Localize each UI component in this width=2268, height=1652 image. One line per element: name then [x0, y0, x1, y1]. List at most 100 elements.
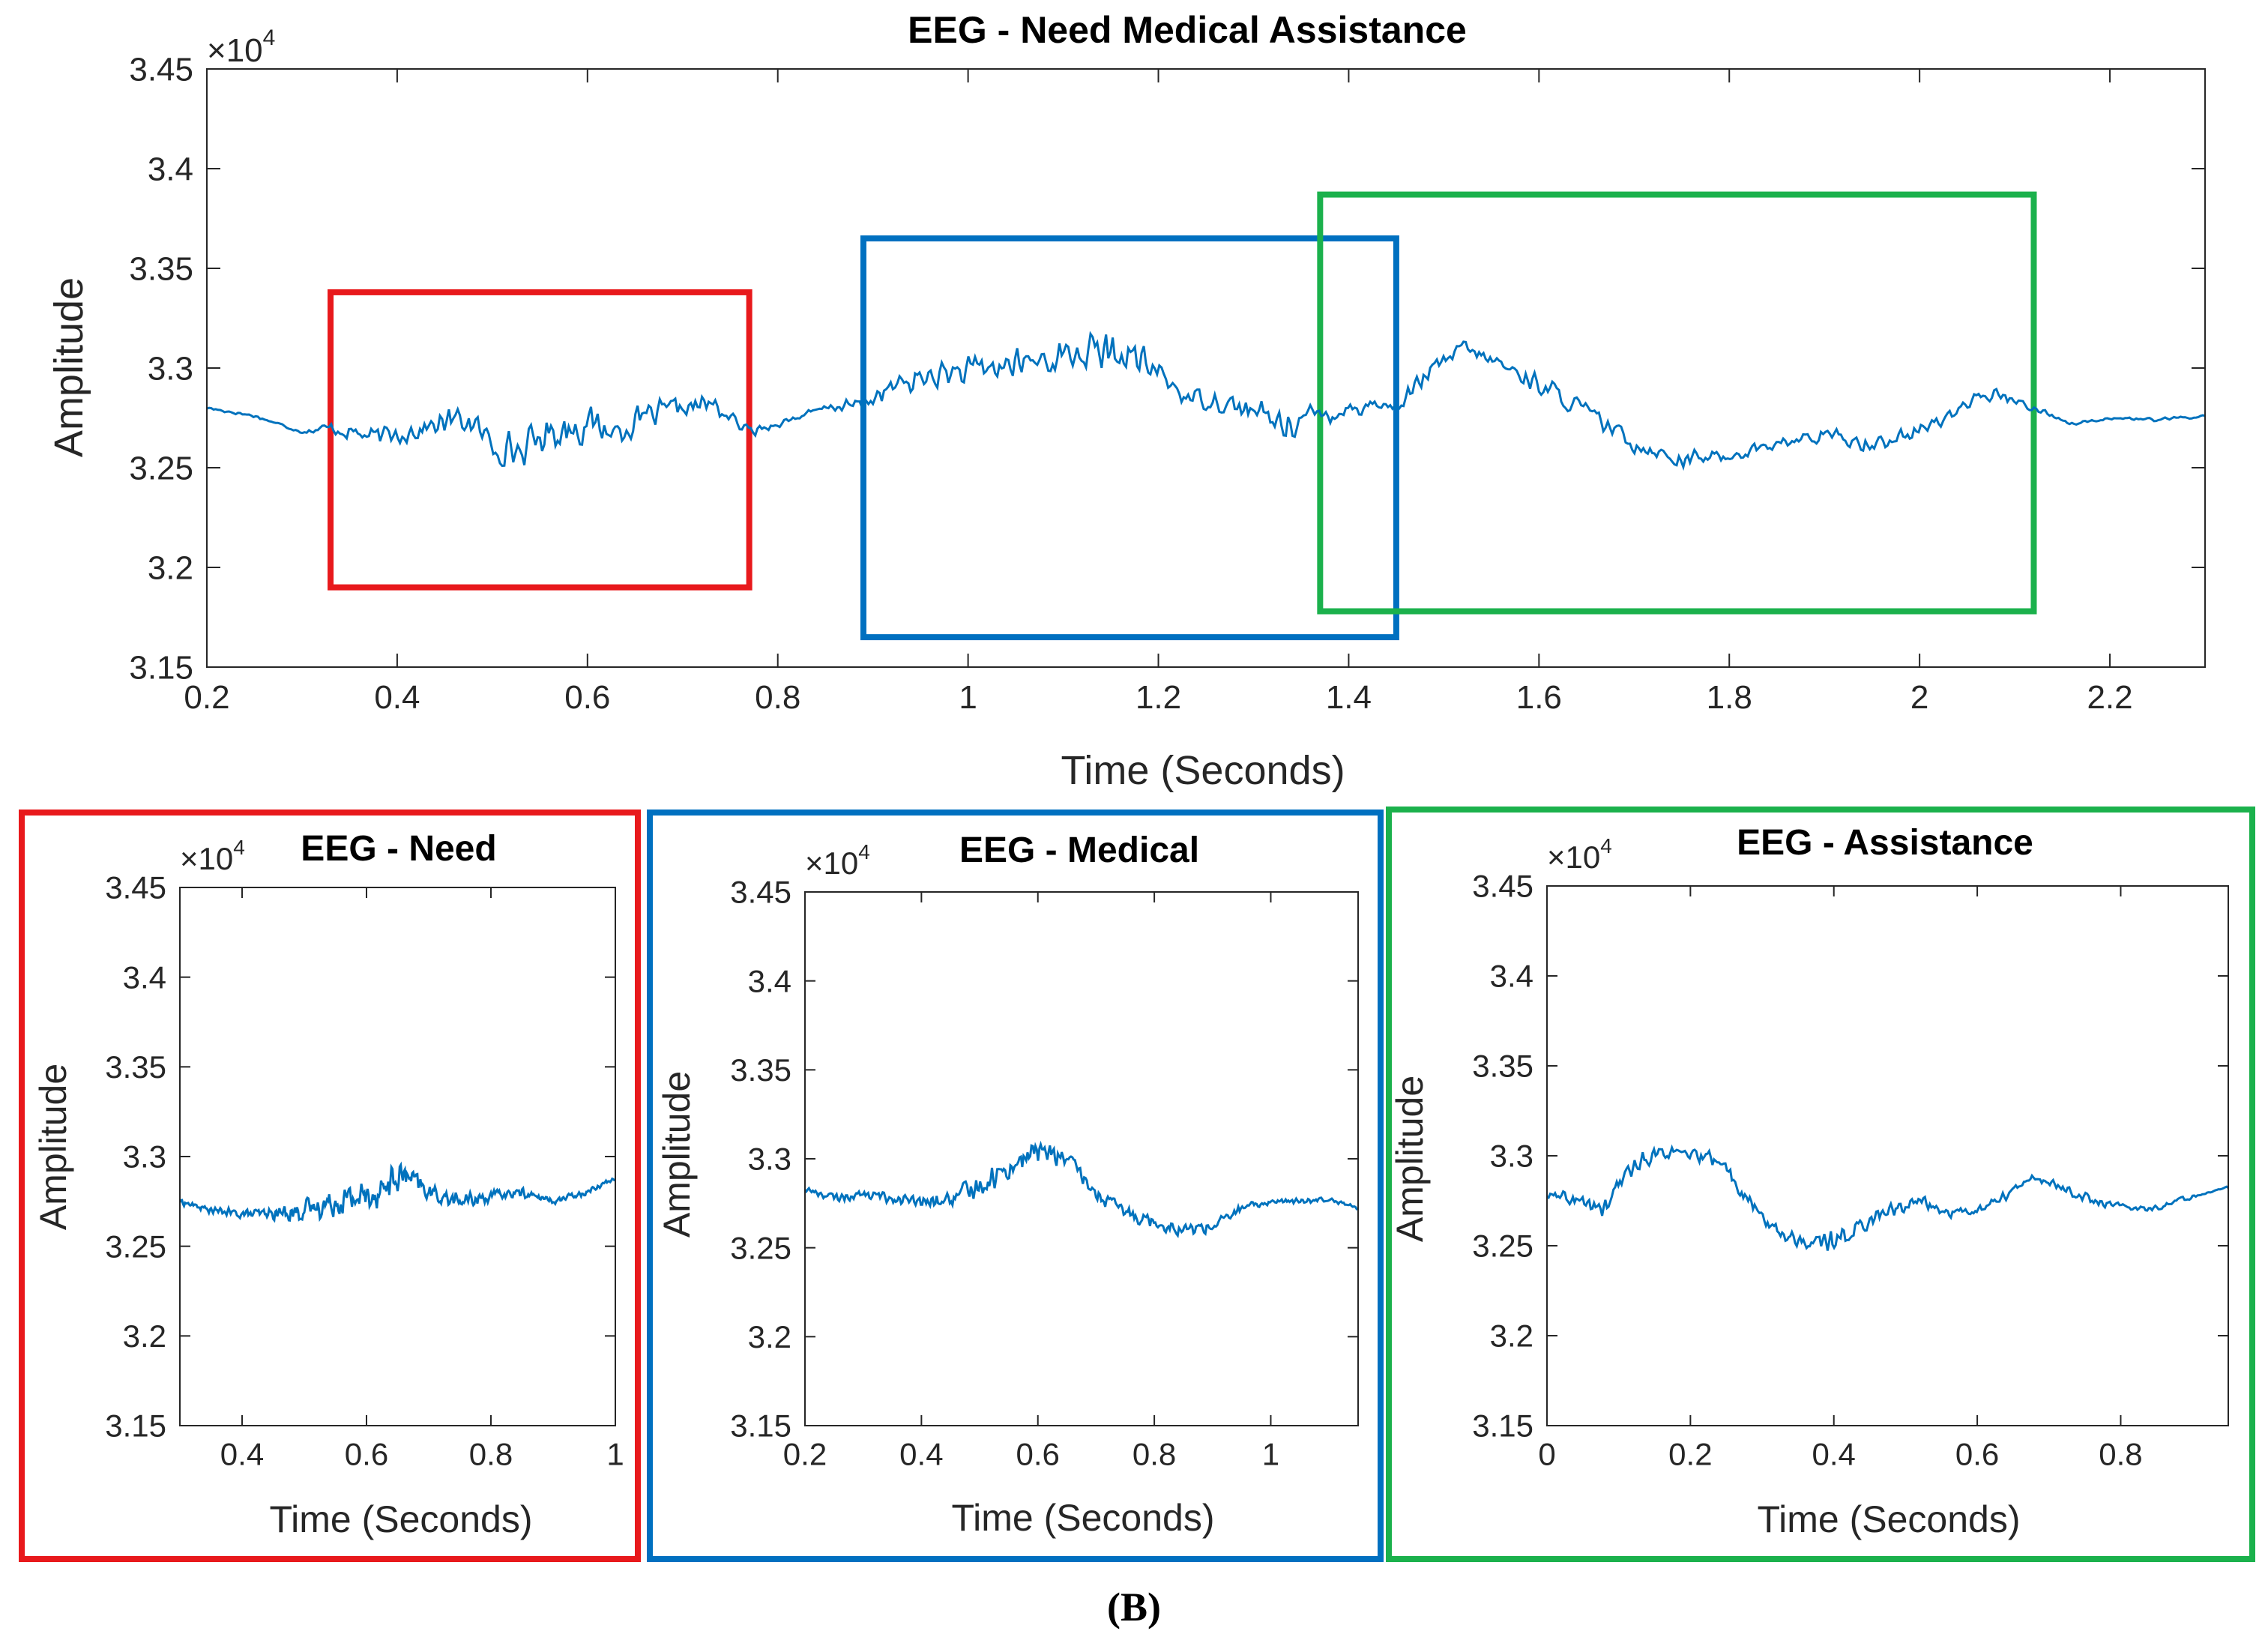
- main-y-tick-label: 3.2: [148, 549, 193, 586]
- need-y-tick-label: 3.15: [105, 1408, 166, 1444]
- medical-x-tick-label: 0.2: [783, 1437, 827, 1472]
- need-chart-title: EEG - Need: [301, 829, 496, 869]
- medical-signal-line: [803, 1140, 1359, 1239]
- assistance-y-tick-label: 3.45: [1472, 869, 1533, 904]
- main-x-tick-label: 0.8: [755, 679, 800, 716]
- main-y-tick-label: 3.15: [129, 649, 193, 686]
- medical-exponent-base: ×10: [805, 845, 858, 881]
- assistance-y-tick-label: 3.25: [1472, 1229, 1533, 1264]
- main-y-tick-label: 3.3: [148, 350, 193, 387]
- svg-text:×104: ×104: [1547, 834, 1612, 875]
- medical-y-exponent: ×104: [805, 840, 870, 881]
- main-eeg-chart: EEG - Need Medical Assistance 0.2 0.4 0.6 0…: [46, 9, 2206, 793]
- main-regions: [328, 191, 2037, 641]
- main-x-tick-label: 0.6: [564, 679, 610, 716]
- need-axes: 0.4 0.6 0.8 1 3.15 3.2 3.25 3.3 3.35 3.4 3.45: [105, 870, 624, 1472]
- assistance-y-tick-label: 3.3: [1490, 1139, 1533, 1174]
- need-x-tick-label: 0.6: [345, 1437, 388, 1472]
- need-x-tick-label: 0.8: [469, 1437, 513, 1472]
- assistance-axes: 0 0.2 0.4 0.6 0.8 3.15 3.2 3.25 3.3 3.35 3.4 3.45: [1472, 869, 2229, 1472]
- svg-text:×104: ×104: [180, 836, 245, 876]
- main-chart-title: EEG - Need Medical Assistance: [908, 9, 1467, 51]
- main-x-tick-label: 0.2: [184, 679, 229, 716]
- assistance-x-tick-label: 0.2: [1668, 1437, 1712, 1472]
- assistance-signal-line: [1546, 1144, 2229, 1251]
- main-y-tick-label: 3.25: [129, 450, 193, 486]
- main-y-tick-label: 3.35: [129, 250, 193, 287]
- medical-panel-frame: [647, 810, 1384, 1562]
- need-y-tick-label: 3.35: [105, 1049, 166, 1085]
- main-x-tick-label: 2: [1910, 679, 1928, 716]
- medical-x-tick-label: 0.4: [899, 1437, 943, 1472]
- assistance-y-tick-label: 3.15: [1472, 1408, 1533, 1444]
- need-y-axis-label: Amplitude: [32, 1064, 74, 1230]
- assistance-y-tick-label: 3.4: [1490, 959, 1533, 994]
- medical-y-tick-label: 3.2: [748, 1319, 791, 1354]
- svg-text:×104: ×104: [805, 840, 870, 881]
- need-y-tick-label: 3.45: [105, 870, 166, 905]
- main-x-tick-label: 1.2: [1135, 679, 1181, 716]
- assistance-x-tick-label: 0.8: [2099, 1437, 2142, 1472]
- assistance-exponent-power: 4: [1600, 834, 1612, 857]
- main-x-tick-label: 1.6: [1516, 679, 1562, 716]
- main-y-tick-label: 3.4: [148, 151, 193, 187]
- need-x-tick-label: 0.4: [220, 1437, 264, 1472]
- main-x-tick-label: 1.4: [1326, 679, 1372, 716]
- assistance-y-tick-label: 3.2: [1490, 1318, 1533, 1354]
- main-x-axis-label: Time (Seconds): [1061, 748, 1345, 793]
- main-x-tick-label: 0.4: [374, 679, 420, 716]
- medical-y-tick-label: 3.15: [730, 1408, 791, 1444]
- medical-eeg-chart: EEG - Medical 0.2 0.4 0.6 0.8 1 3.15 3.2 3.25 3.…: [656, 830, 1359, 1539]
- medical-y-tick-label: 3.4: [748, 963, 791, 998]
- assistance-x-axis-label: Time (Seconds): [1757, 1498, 2020, 1540]
- main-y-exponent: ×104: [207, 25, 275, 69]
- need-signal-line: [178, 1161, 616, 1223]
- medical-x-tick-label: 0.8: [1133, 1437, 1176, 1472]
- medical-x-tick-label: 1: [1262, 1437, 1279, 1472]
- main-exponent-power: 4: [263, 25, 276, 50]
- assistance-eeg-chart: EEG - Assistance 0 0.2 0.4 0.6 0.8 3.15 3.2 3.2…: [1389, 823, 2229, 1540]
- medical-chart-title: EEG - Medical: [959, 830, 1199, 870]
- assistance-y-axis-label: Amplitude: [1389, 1076, 1431, 1242]
- main-signal-line: [206, 331, 2206, 471]
- main-x-tick-label: 2.2: [2087, 679, 2132, 716]
- main-y-tick-label: 3.45: [129, 51, 193, 88]
- main-x-tick-label: 1: [959, 679, 977, 716]
- assistance-exponent-base: ×10: [1547, 839, 1600, 875]
- need-exponent-base: ×10: [180, 841, 233, 876]
- need-y-exponent: ×104: [180, 836, 245, 876]
- medical-y-axis-label: Amplitude: [656, 1071, 698, 1238]
- assistance-x-tick-label: 0: [1538, 1437, 1555, 1472]
- assistance-panel-frame: [1386, 807, 2255, 1562]
- need-y-tick-label: 3.3: [123, 1139, 166, 1175]
- medical-y-tick-label: 3.3: [748, 1142, 791, 1177]
- need-panel-frame: [19, 810, 641, 1562]
- highlight-region-red: [328, 289, 753, 591]
- main-x-tick-label: 1.8: [1707, 679, 1752, 716]
- medical-y-tick-label: 3.35: [730, 1052, 791, 1088]
- medical-y-tick-label: 3.45: [730, 875, 791, 910]
- assistance-chart-title: EEG - Assistance: [1737, 823, 2033, 863]
- medical-x-axis-label: Time (Seconds): [951, 1497, 1214, 1539]
- highlight-region-green: [1317, 191, 2037, 615]
- main-exponent-base: ×10: [207, 32, 263, 69]
- need-x-tick-label: 1: [606, 1437, 624, 1472]
- medical-y-tick-label: 3.25: [730, 1230, 791, 1265]
- assistance-y-exponent: ×104: [1547, 834, 1612, 875]
- assistance-x-tick-label: 0.4: [1812, 1437, 1856, 1472]
- medical-exponent-power: 4: [858, 840, 870, 863]
- need-x-axis-label: Time (Seconds): [269, 1498, 532, 1540]
- main-y-axis-label: Amplitude: [46, 277, 91, 457]
- main-axes: 0.2 0.4 0.6 0.8 1 1.2 1.4 1.6 1.8 2 2.2 3.15 3.2 3.25…: [129, 51, 2206, 716]
- need-eeg-chart: EEG - Need 0.4 0.6 0.8 1 3.15 3.2 3.25 3.3 3.35 3…: [32, 829, 624, 1540]
- svg-text:×104: ×104: [207, 25, 275, 69]
- medical-x-tick-label: 0.6: [1016, 1437, 1060, 1472]
- assistance-y-tick-label: 3.35: [1472, 1049, 1533, 1084]
- medical-axes: 0.2 0.4 0.6 0.8 1 3.15 3.2 3.25 3.3 3.35 3.4 3.45: [730, 875, 1359, 1472]
- highlight-region-blue: [860, 235, 1399, 641]
- assistance-x-tick-label: 0.6: [1955, 1437, 1999, 1472]
- need-y-tick-label: 3.4: [123, 959, 166, 995]
- need-exponent-power: 4: [233, 836, 245, 859]
- need-y-tick-label: 3.25: [105, 1229, 166, 1264]
